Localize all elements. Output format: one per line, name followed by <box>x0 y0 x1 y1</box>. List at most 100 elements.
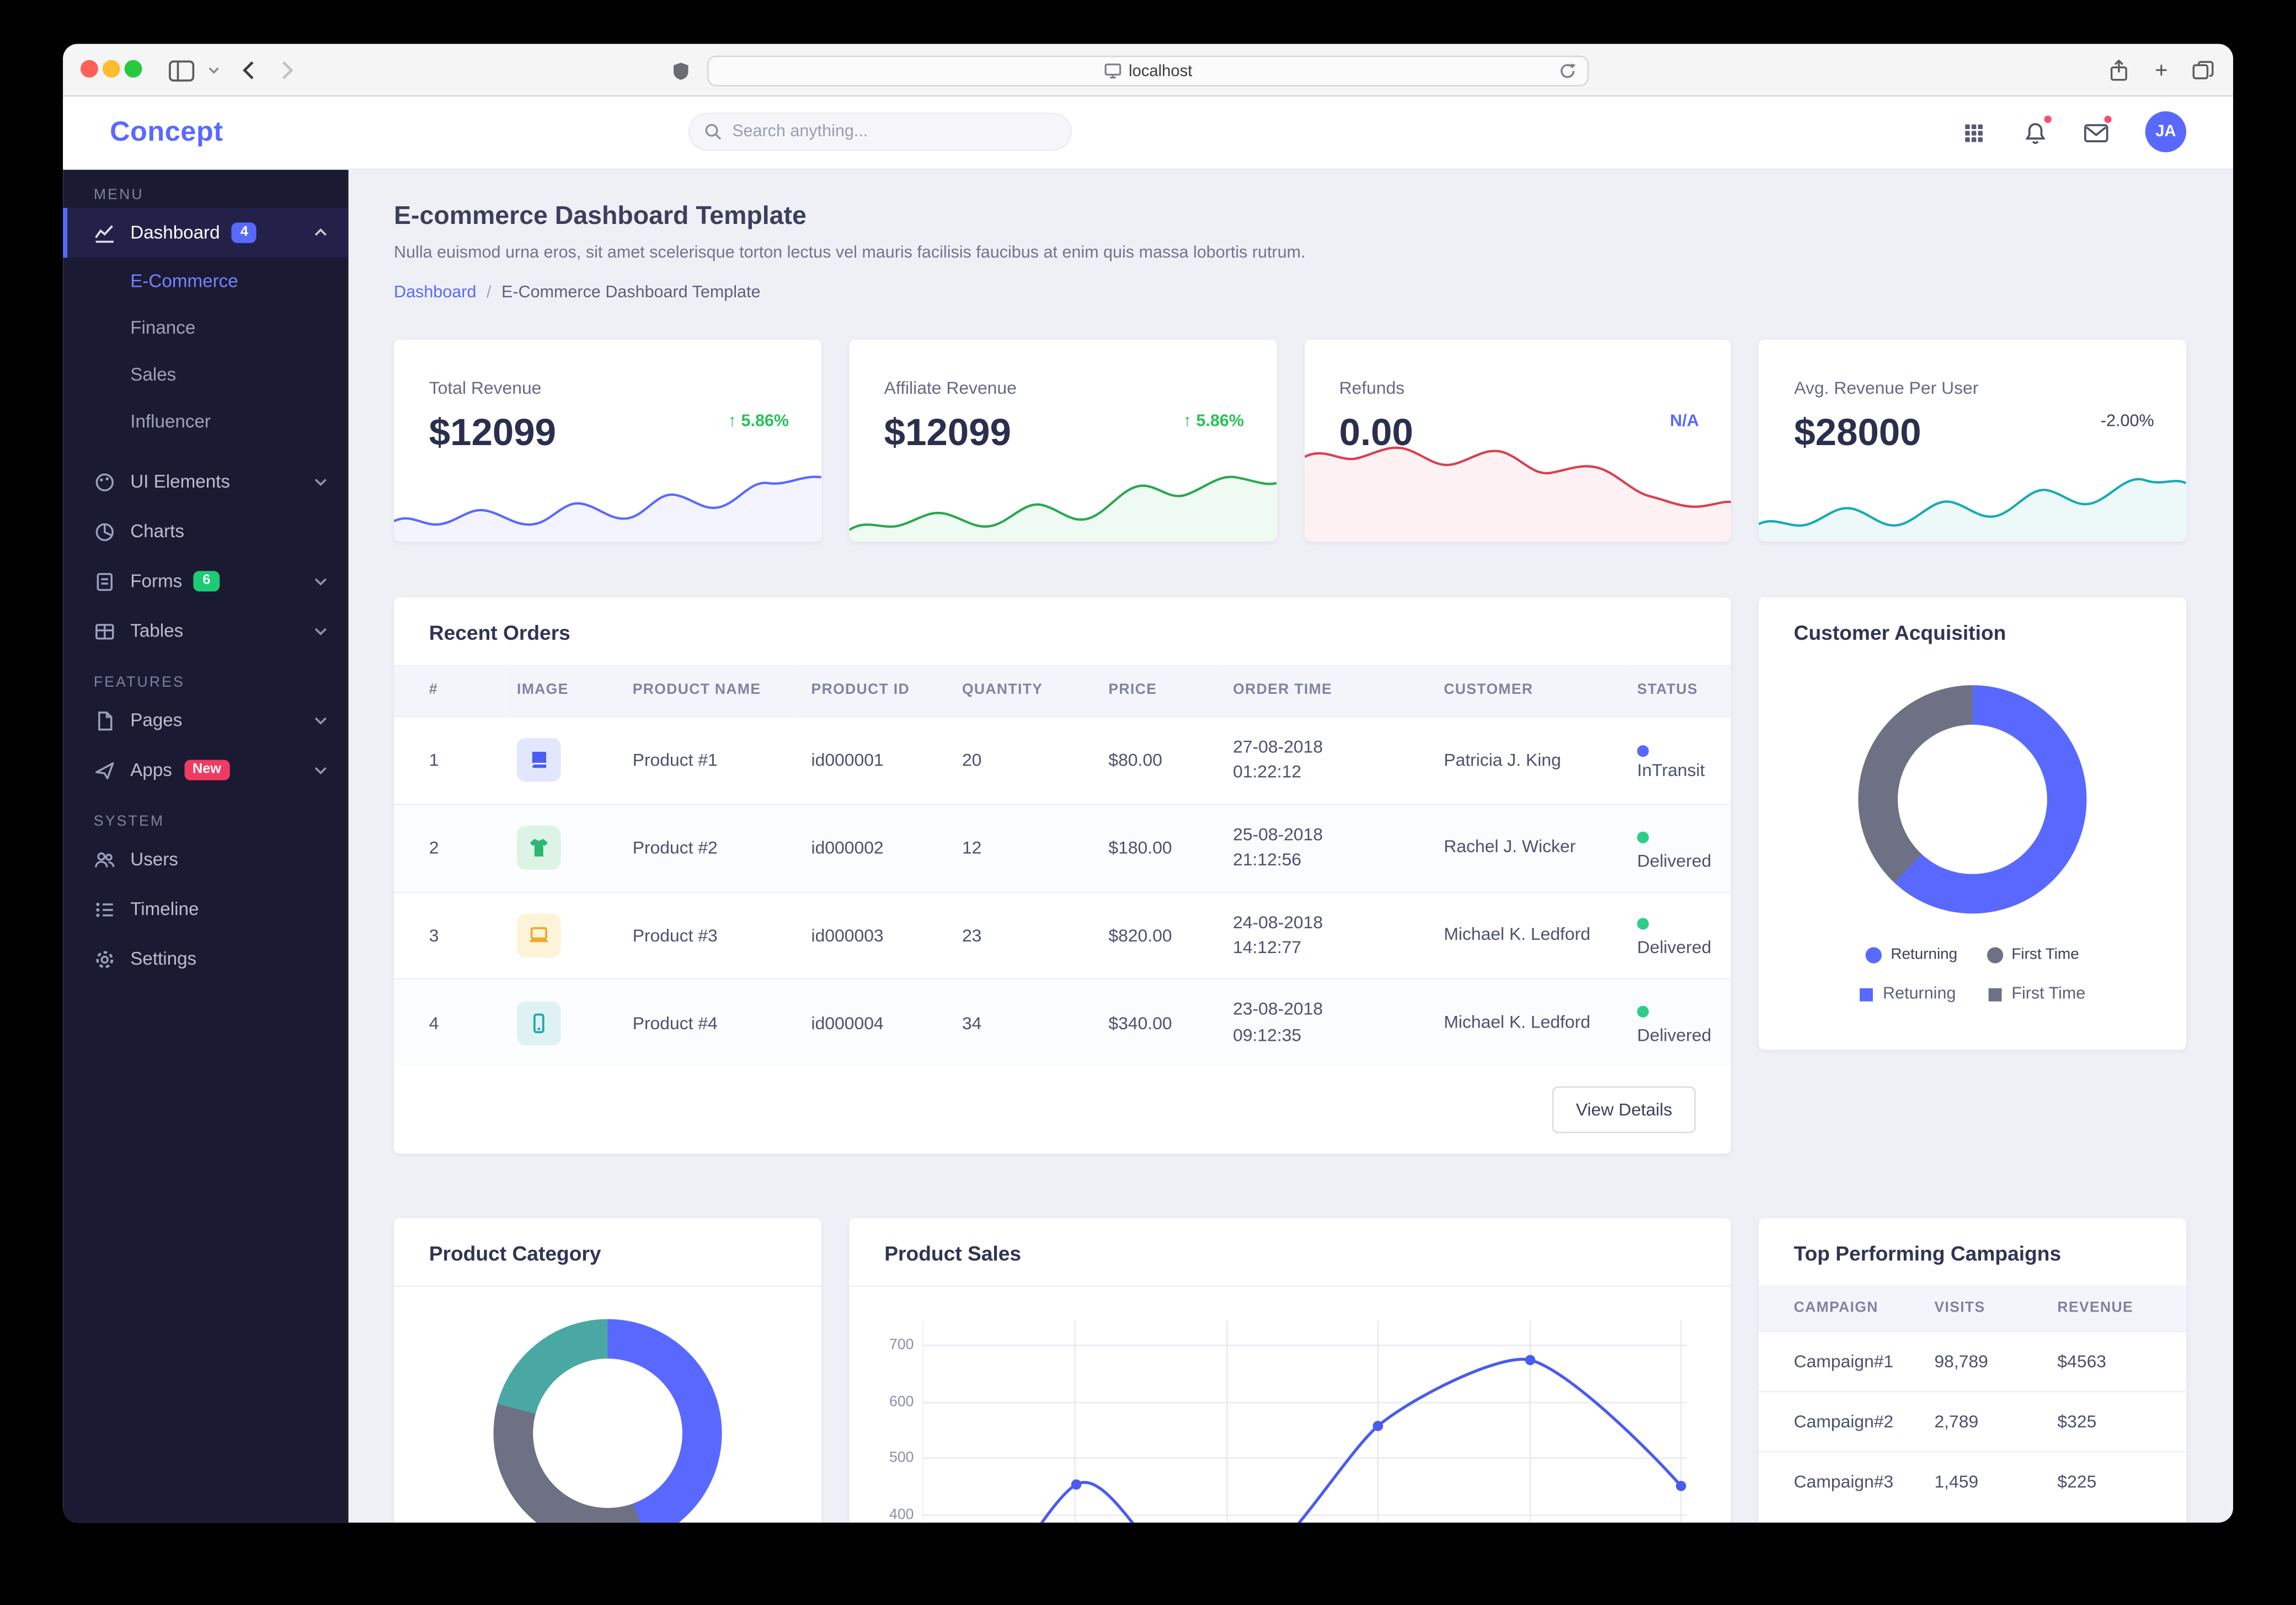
table-row: 3 Product #3 id000003 23 $820.00 24-08-2… <box>394 891 1731 980</box>
tab-overview-icon[interactable] <box>2186 54 2218 86</box>
sparkline-affiliate-revenue <box>848 457 1277 542</box>
back-button[interactable] <box>231 54 263 86</box>
stat-value: $28000 <box>1794 410 1921 454</box>
fullscreen-window-button[interactable] <box>124 60 142 78</box>
stat-delta: -2.00% <box>2100 413 2154 431</box>
notifications-bell-icon[interactable] <box>2019 114 2053 149</box>
new-tab-button[interactable]: + <box>2155 57 2168 83</box>
user-avatar[interactable]: JA <box>2145 111 2187 153</box>
sidebar-item-finance[interactable]: Finance <box>130 318 196 339</box>
browser-chrome: localhost + <box>63 44 2233 97</box>
customer-acquisition-title: Customer Acquisition <box>1793 620 2006 644</box>
sidebar-item-ui-elements[interactable]: UI Elements <box>63 457 349 506</box>
breadcrumb-separator: / <box>486 283 492 302</box>
campaign-revenue: $325 <box>2046 1391 2187 1452</box>
product-category-title: Product Category <box>394 1218 822 1287</box>
status-cell: Delivered <box>1625 803 1731 892</box>
campaigns-table: CAMPAIGN VISITS REVENUE Campaign#1 98,78… <box>1758 1285 2187 1511</box>
page-subtitle: Nulla euismod urna eros, sit amet sceler… <box>394 244 1306 263</box>
table-row: Campaign#2 2,789 $325 <box>1758 1391 2187 1452</box>
sidebar-item-ecommerce[interactable]: E-Commerce <box>130 271 238 292</box>
stat-card-affiliate-revenue: Affiliate Revenue $12099 ↑ 5.86% <box>848 339 1277 542</box>
legend-item-returning: Returning <box>1859 985 1956 1003</box>
minimize-window-button[interactable] <box>102 60 120 78</box>
breadcrumb-current: E-Commerce Dashboard Template <box>501 283 761 302</box>
sidebar-item-label: Pages <box>130 710 183 731</box>
page-file-icon <box>94 709 116 731</box>
dashboard-badge: 4 <box>231 223 257 243</box>
chart-legend: Returning First Time <box>1759 946 2186 964</box>
quantity: 23 <box>950 891 1097 980</box>
legend-item-first-time[interactable]: First Time <box>1987 946 2079 964</box>
top-campaigns-card: Top Performing Campaigns CAMPAIGN VISITS… <box>1758 1218 2187 1523</box>
campaign-revenue: $225 <box>2046 1451 2187 1511</box>
stat-value: $12099 <box>884 410 1011 454</box>
address-bar[interactable]: localhost <box>707 55 1589 87</box>
sidebar-item-pages[interactable]: Pages <box>63 696 349 745</box>
status-badge: Delivered <box>1637 850 1712 871</box>
col-order-time: ORDER TIME <box>1221 665 1433 717</box>
sidebar-item-users[interactable]: Users <box>63 834 349 884</box>
sidebar-item-influencer[interactable]: Influencer <box>130 411 211 432</box>
sidebar-toggle-icon[interactable] <box>165 54 197 86</box>
legend-item-returning[interactable]: Returning <box>1866 946 1957 964</box>
form-icon <box>94 570 116 592</box>
search-input[interactable] <box>732 122 1056 141</box>
legend-dot <box>1987 946 2003 963</box>
order-time: 24-08-2018 14:12:77 <box>1221 891 1433 980</box>
product-phone-icon <box>517 1001 561 1045</box>
reload-icon[interactable] <box>1558 61 1577 84</box>
page-title: E-commerce Dashboard Template <box>394 200 807 230</box>
product-id: id000001 <box>799 716 951 805</box>
sidebar-item-forms[interactable]: Forms 6 <box>63 557 349 606</box>
chevron-down-icon <box>313 624 328 639</box>
close-window-button[interactable] <box>80 60 98 78</box>
legend-item-first-time: First Time <box>1988 985 2085 1003</box>
forward-button[interactable] <box>271 54 303 86</box>
sidebar-item-timeline[interactable]: Timeline <box>63 884 349 934</box>
sidebar-item-label: Settings <box>130 949 197 970</box>
sidebar-item-dashboard[interactable]: Dashboard 4 <box>63 207 349 258</box>
view-details-button[interactable]: View Details <box>1552 1086 1696 1133</box>
product-id: id000004 <box>799 978 951 1066</box>
sidebar-item-sales[interactable]: Sales <box>130 364 177 386</box>
legend-square <box>1859 987 1873 1001</box>
table-row: Campaign#3 1,459 $225 <box>1758 1451 2187 1511</box>
gear-icon <box>94 948 116 970</box>
order-time: 25-08-2018 21:12:56 <box>1221 803 1433 892</box>
customer: Rachel J. Wicker <box>1444 836 1576 858</box>
sidebar-item-charts[interactable]: Charts <box>63 506 349 556</box>
status-dot-delivered <box>1637 918 1649 930</box>
sidebar-item-apps[interactable]: Apps New <box>63 745 349 795</box>
status-dot-intransit <box>1637 745 1649 757</box>
messages-mail-icon[interactable] <box>2079 114 2113 149</box>
order-time: 23-08-2018 09:12:35 <box>1221 978 1433 1066</box>
stat-delta: ↑ 5.86% <box>728 413 789 431</box>
sparkline-avg-revenue <box>1759 457 2187 542</box>
app-logo[interactable]: Concept <box>110 117 223 148</box>
message-dot <box>2102 114 2113 125</box>
col-price: PRICE <box>1097 665 1221 717</box>
sidebar-item-label: Timeline <box>130 898 199 919</box>
sidebar-item-label: Charts <box>130 521 184 542</box>
sidebar-item-tables[interactable]: Tables <box>63 606 349 656</box>
recent-orders-title: Recent Orders <box>429 620 570 644</box>
breadcrumb-dashboard-link[interactable]: Dashboard <box>394 283 477 302</box>
price: $820.00 <box>1097 891 1221 980</box>
product-id: id000003 <box>799 891 951 980</box>
product-name: Product #1 <box>621 716 800 805</box>
y-axis-tick: 400 <box>889 1507 914 1523</box>
privacy-shield-icon[interactable] <box>665 54 697 86</box>
toolbar-chevron-down-icon[interactable] <box>197 54 229 86</box>
dashboard-submenu: E-Commerce Finance Sales Influencer <box>63 258 349 445</box>
sidebar-item-settings[interactable]: Settings <box>63 934 349 984</box>
customer: Michael K. Ledford <box>1444 1012 1590 1032</box>
share-icon[interactable] <box>2103 54 2135 86</box>
stat-cards-row: Total Revenue $12099 ↑ 5.86% Affiliate R… <box>394 339 2187 542</box>
apps-grid-icon[interactable] <box>1958 117 1990 149</box>
table-icon <box>94 620 116 642</box>
global-search[interactable] <box>688 113 1072 151</box>
arrow-up-icon: ↑ <box>728 413 736 431</box>
price: $80.00 <box>1097 716 1221 805</box>
